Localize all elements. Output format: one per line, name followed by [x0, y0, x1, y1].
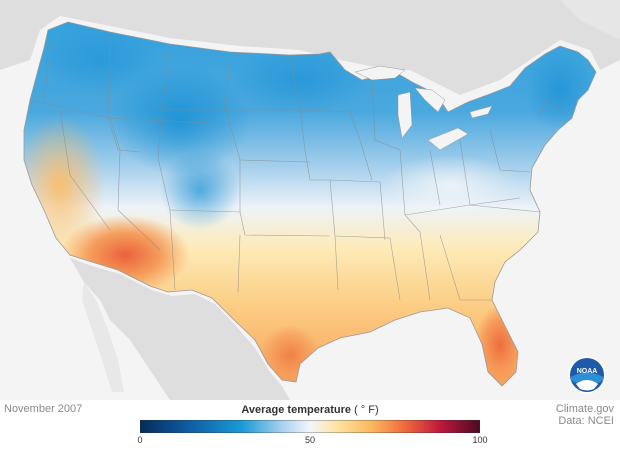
us-outline	[23, 21, 597, 387]
data-credit: Data: NCEI	[558, 415, 614, 427]
great-lakes	[354, 65, 493, 151]
legend-tick-label: 100	[472, 435, 488, 445]
legend-title: Average temperature ( ° F)	[140, 404, 480, 416]
credits: Climate.gov Data: NCEI	[556, 403, 614, 427]
state-boundaries	[29, 31, 561, 301]
legend-tick-label: 0	[137, 435, 143, 445]
map-footer: November 2007 Average temperature ( ° F)…	[0, 400, 620, 450]
noaa-logo: NOAA	[568, 356, 606, 394]
legend-tick-label: 50	[304, 435, 316, 445]
temperature-map: NOAA	[0, 0, 620, 400]
source-credit: Climate.gov	[555, 403, 614, 415]
surrounding-land	[0, 0, 620, 400]
legend-unit: ( ° F)	[354, 404, 379, 416]
legend-title-text: Average temperature	[241, 404, 351, 416]
noaa-logo-text: NOAA	[577, 368, 598, 375]
period-label: November 2007	[4, 403, 83, 415]
legend-color-bar	[140, 420, 480, 433]
legend-gradient	[140, 420, 480, 433]
map-svg	[0, 0, 620, 400]
